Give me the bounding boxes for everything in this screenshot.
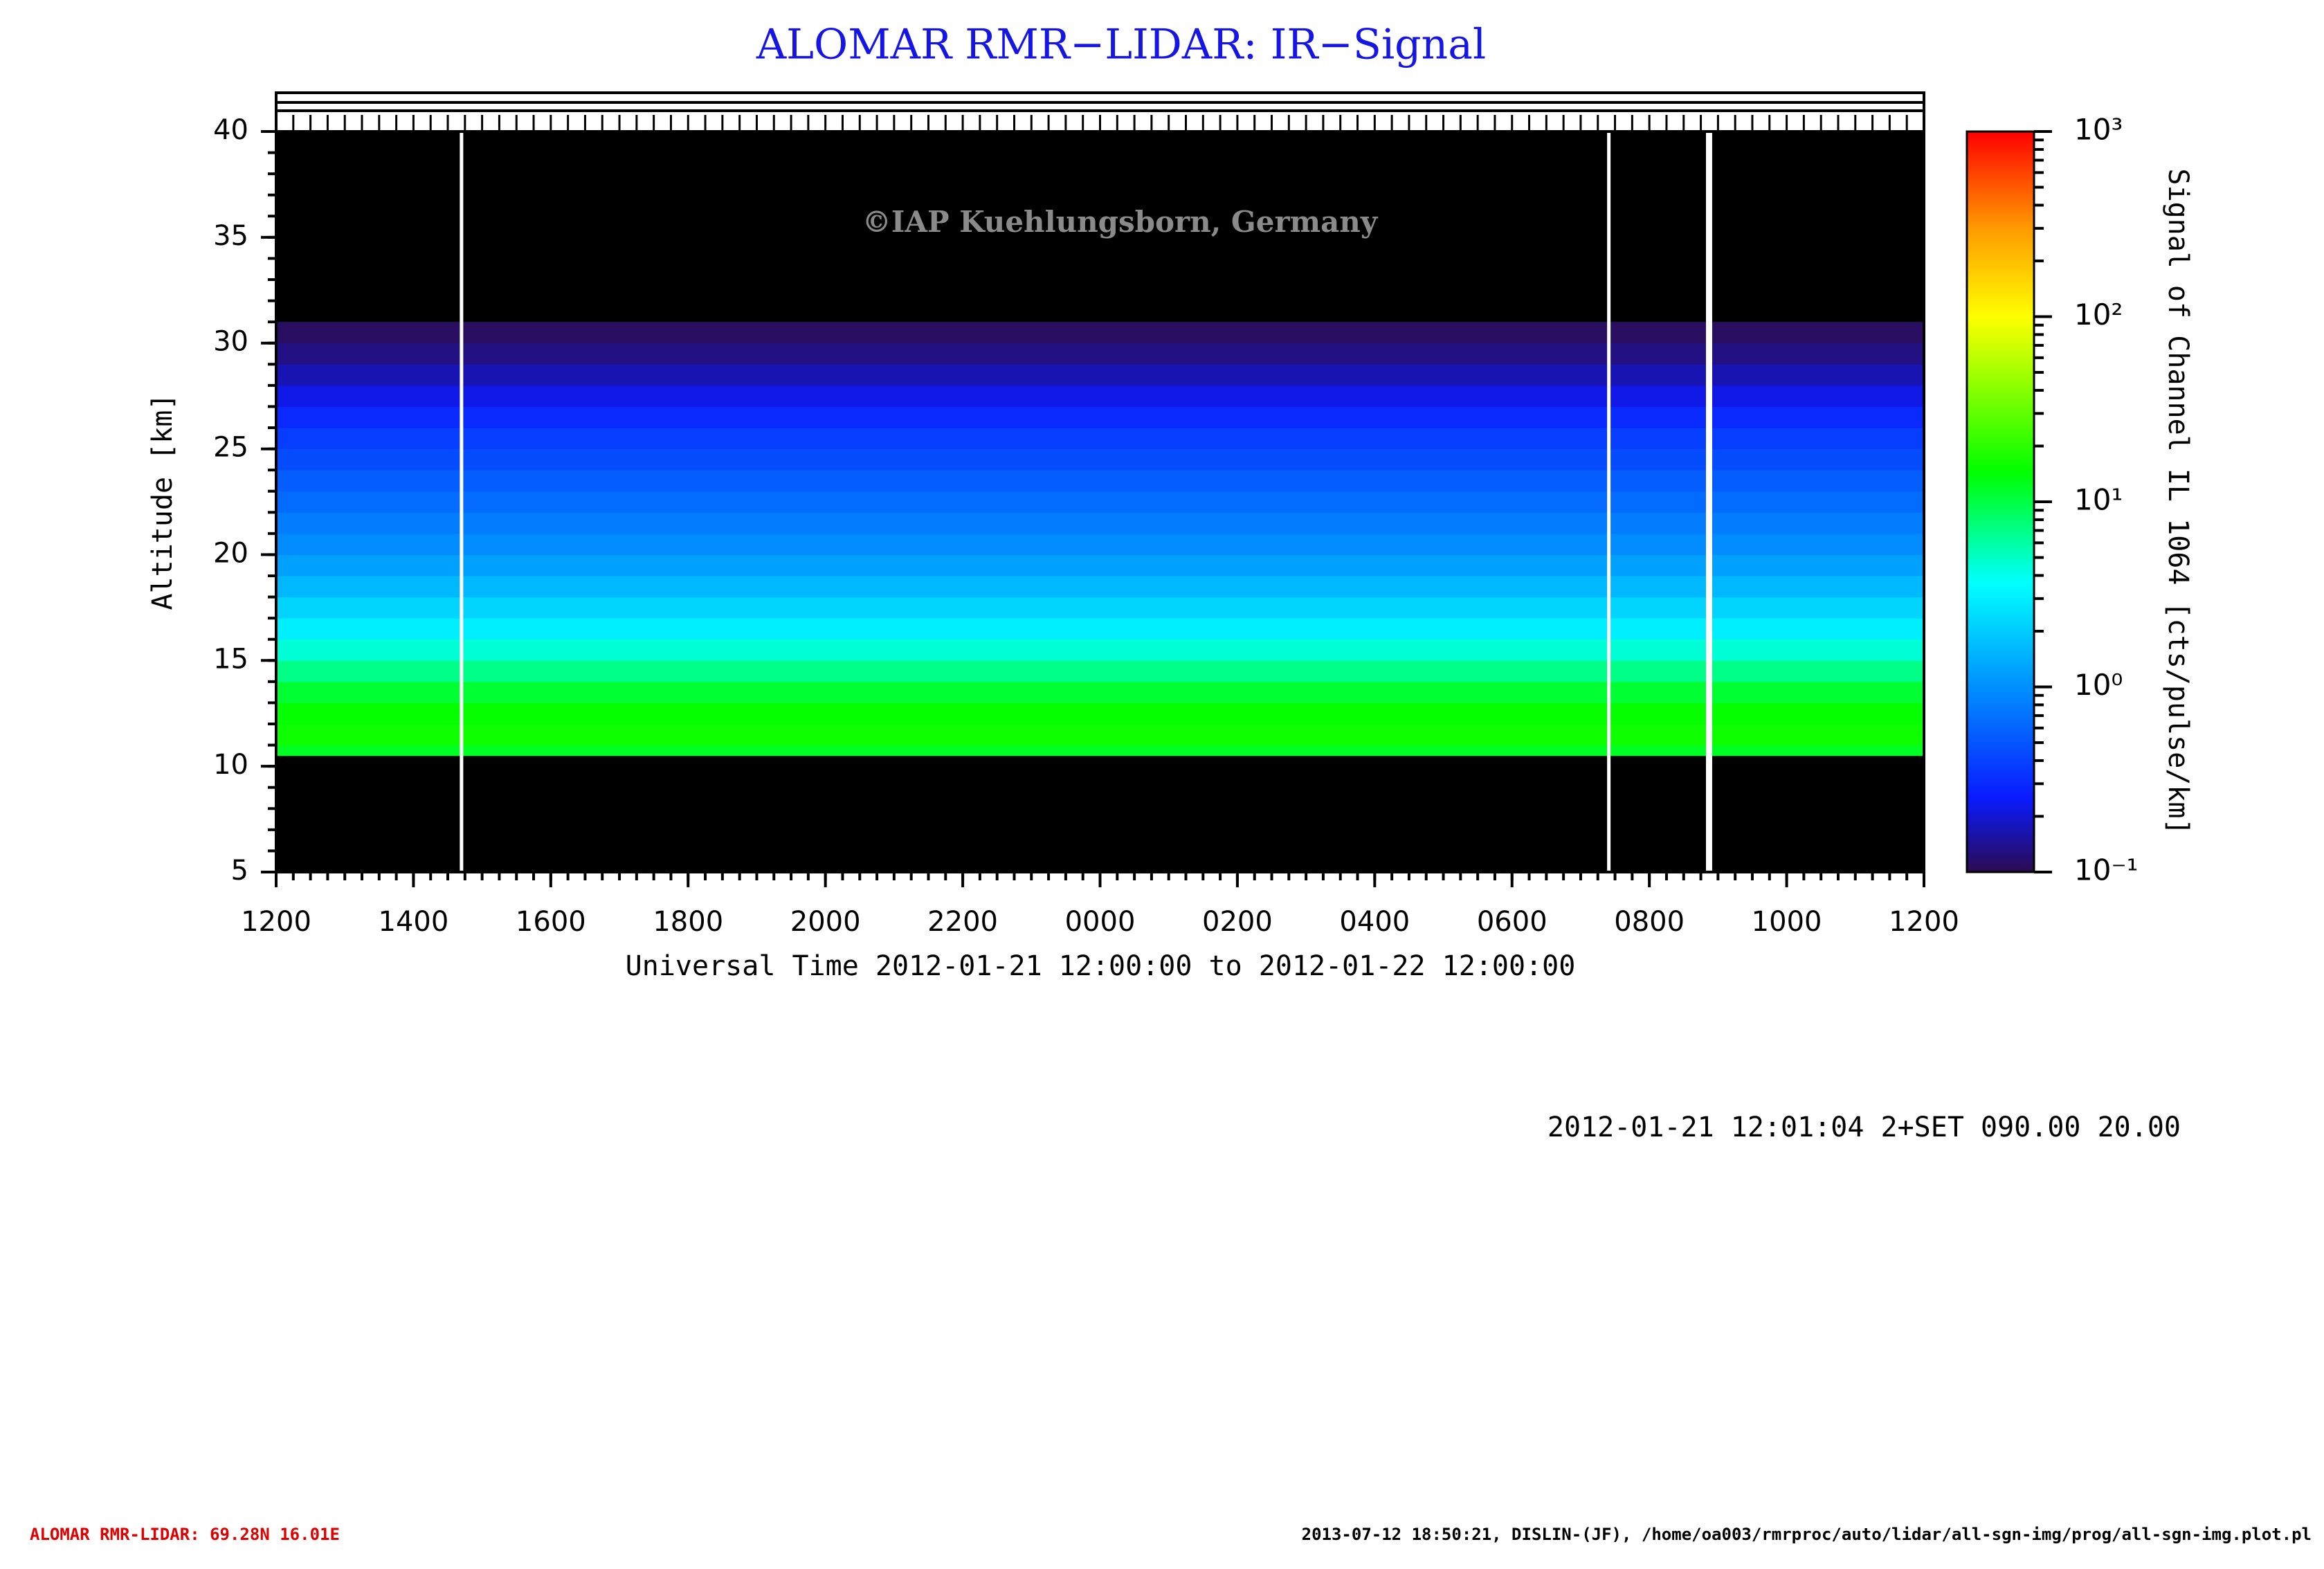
footer-right: 2013-07-12 18:50:21, DISLIN-(JF), /home/… [1302,1525,2312,1544]
heat-cell [276,322,1924,344]
heat-cell [276,448,1924,471]
heat-cell [276,554,1924,577]
y-tick-label: 10 [213,749,248,781]
heat-cell [276,681,1924,703]
x-tick-label: 1200 [1889,906,1959,938]
x-tick-label: 0200 [1202,906,1273,938]
x-tick-label: 2000 [790,906,861,938]
heat-cell [276,660,1924,682]
colorbar-tick-label: 10⁰ [2074,668,2123,702]
heat-cell [276,639,1924,661]
y-tick-label: 40 [213,114,248,146]
y-tick-label: 5 [231,855,248,887]
x-axis-label: Universal Time 2012-01-21 12:00:00 to 20… [626,950,1576,982]
heat-cell [276,512,1924,534]
heat-cell [276,406,1924,428]
heat-cell [276,428,1924,450]
colorbar-tick-label: 10³ [2074,113,2123,147]
colorbar-label: Signal of Channel IL 1064 [cts/pulse/km] [2162,168,2194,835]
heat-cell [276,385,1924,407]
x-tick-label: 0000 [1065,906,1136,938]
heat-cell [276,533,1924,555]
x-tick-label: 0400 [1339,906,1410,938]
colorbar-tick-label: 10² [2074,298,2123,332]
x-tick-label: 0800 [1614,906,1685,938]
colorbar [1967,131,2034,872]
heat-cell [276,724,1924,746]
heat-cell [276,745,1924,756]
y-tick-label: 20 [213,537,248,569]
y-tick-label: 35 [213,220,248,252]
x-tick-label: 1200 [241,906,311,938]
chart-title: ALOMAR RMR−LIDAR: IR−Signal [756,21,1486,69]
heat-cell [276,618,1924,640]
heat-cell [276,576,1924,598]
x-tick-label: 1000 [1752,906,1822,938]
heat-cell [276,491,1924,513]
heat-cell [276,364,1924,386]
x-tick-label: 1600 [516,906,586,938]
y-tick-label: 25 [213,432,248,464]
y-tick-label: 30 [213,326,248,358]
x-tick-label: 1800 [653,906,723,938]
y-tick-label: 15 [213,643,248,675]
x-tick-label: 1400 [379,906,449,938]
heat-cell [276,702,1924,725]
info-line: 2012-01-21 12:01:04 2+SET 090.00 20.00 [1547,1112,2181,1143]
y-axis-label: Altitude [km] [147,393,179,610]
heat-cell [276,470,1924,492]
colorbar-tick-label: 10⁻¹ [2074,853,2138,887]
footer-left: ALOMAR RMR-LIDAR: 69.28N 16.01E [30,1525,340,1544]
heat-cell [276,343,1924,365]
watermark: ©IAP Kuehlungsborn, Germany [862,205,1379,239]
colorbar-frame [1966,130,2035,873]
heat-cell [276,597,1924,619]
x-tick-label: 0600 [1477,906,1547,938]
x-tick-label: 2200 [927,906,998,938]
colorbar-tick-label: 10¹ [2074,483,2123,517]
